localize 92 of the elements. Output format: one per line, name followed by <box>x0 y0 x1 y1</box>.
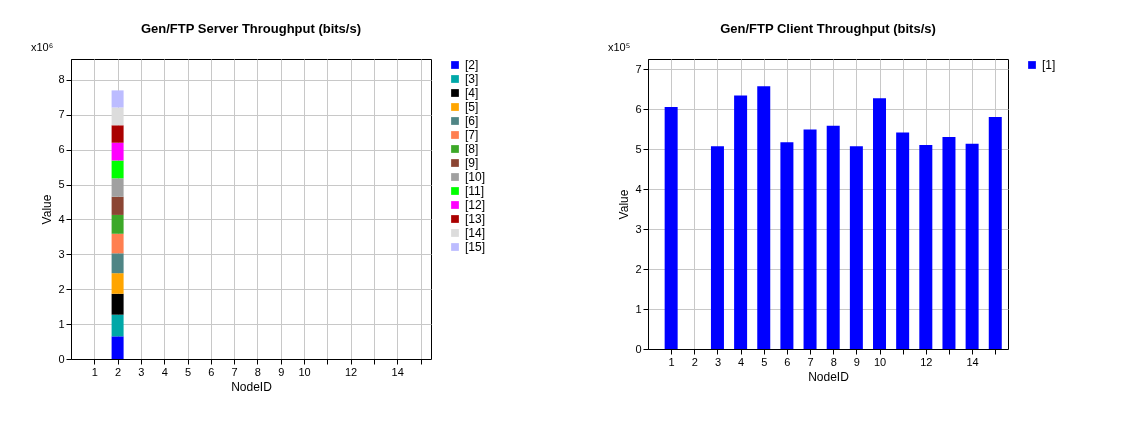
bar <box>111 253 124 274</box>
text: x10⁵ <box>608 41 631 53</box>
y-tick-label: 7 <box>635 62 642 75</box>
bar <box>111 107 124 126</box>
bar <box>111 293 124 315</box>
bar <box>111 142 124 161</box>
x-tick-label: 3 <box>138 365 145 378</box>
y-tick-label: 1 <box>58 317 65 330</box>
bar <box>734 95 748 349</box>
bar <box>111 196 124 215</box>
bar <box>111 178 124 197</box>
y-axis-title: Value <box>617 189 632 220</box>
legend-label: [9] <box>465 156 479 170</box>
legend-label: [13] <box>465 212 486 226</box>
x-tick-label: 3 <box>714 355 722 368</box>
x-tick-label: 1 <box>91 365 98 378</box>
legend-label: [14] <box>465 226 486 240</box>
legend-label: [3] <box>465 72 479 86</box>
x-tick-label: 12 <box>920 355 933 368</box>
y-tick-label: 2 <box>635 262 642 275</box>
legend-label: [8] <box>465 142 479 156</box>
legend-label: [1] <box>1042 58 1056 72</box>
bar <box>965 143 979 349</box>
x-tick-label: 2 <box>115 365 122 378</box>
x-tick-label: 7 <box>231 365 238 378</box>
y-tick-label: 0 <box>58 352 65 365</box>
x-axis-title: NodeID <box>808 369 850 384</box>
bar <box>942 137 956 349</box>
x-tick-label: 4 <box>161 365 168 378</box>
bar <box>780 142 794 349</box>
y-tick-label: 3 <box>635 222 642 235</box>
bar <box>111 160 124 179</box>
legend-label: [10] <box>465 170 486 184</box>
x-tick-label: 8 <box>254 365 261 378</box>
x-tick-label: 5 <box>761 355 768 368</box>
y-tick-label: 7 <box>58 108 65 121</box>
x-tick-label: 9 <box>278 365 285 378</box>
legend-label: [15] <box>465 240 486 254</box>
bar <box>710 146 724 349</box>
bar <box>111 90 124 108</box>
legend-label: [5] <box>465 100 479 114</box>
y-tick-label: 8 <box>58 73 65 86</box>
legend-label: [12] <box>465 198 486 212</box>
bar <box>111 336 124 359</box>
text: x10⁶ <box>31 41 54 53</box>
y-tick-label: 5 <box>58 178 65 191</box>
bar <box>111 125 124 143</box>
y-tick-label: 1 <box>635 302 642 315</box>
x-tick-label: 1 <box>668 355 675 368</box>
bar <box>757 86 771 349</box>
x-tick-label: 14 <box>966 355 979 368</box>
bar <box>111 214 124 234</box>
legend-label: [11] <box>465 184 485 198</box>
y-tick-label: 4 <box>635 182 642 195</box>
x-tick-label: 14 <box>391 365 404 378</box>
legend-label: [2] <box>465 58 479 72</box>
bar <box>919 145 933 349</box>
legend-label: [6] <box>465 114 479 128</box>
x-tick-label: 4 <box>738 355 745 368</box>
x-axis-title: NodeID <box>231 379 273 394</box>
x-tick-label: 7 <box>807 355 814 368</box>
y-tick-label: 6 <box>635 102 642 115</box>
bar <box>873 98 887 349</box>
x-tick-label: 6 <box>208 365 215 378</box>
legend-label: [7] <box>465 128 479 142</box>
x-tick-label: 12 <box>344 365 358 378</box>
y-tick-label: 6 <box>58 143 65 156</box>
x-tick-label: 6 <box>784 355 791 368</box>
y-tick-label: 3 <box>58 247 65 260</box>
x-tick-label: 5 <box>184 365 192 378</box>
chart-title: Gen/FTP Client Throughput (bits/s) <box>720 21 936 36</box>
bar <box>111 273 124 294</box>
x-tick-label: 10 <box>298 365 311 378</box>
y-tick-label: 2 <box>58 282 65 295</box>
bar <box>803 129 817 349</box>
x-tick-label: 10 <box>873 355 887 368</box>
bar <box>896 132 910 349</box>
y-tick-label: 5 <box>635 142 642 155</box>
legend-label: [4] <box>465 86 479 100</box>
x-tick-label: 8 <box>830 355 837 368</box>
bar <box>111 314 124 337</box>
bar <box>664 107 678 349</box>
x-tick-label: 2 <box>691 355 698 368</box>
x-tick-label: 9 <box>853 355 860 368</box>
bar <box>849 146 863 349</box>
bar <box>988 117 1002 349</box>
y-axis-title: Value <box>40 194 55 225</box>
bar <box>111 233 124 254</box>
bar <box>826 125 840 349</box>
y-tick-label: 4 <box>58 212 65 225</box>
y-tick-label: 0 <box>635 342 642 355</box>
chart-title: Gen/FTP Server Throughput (bits/s) <box>140 21 362 36</box>
